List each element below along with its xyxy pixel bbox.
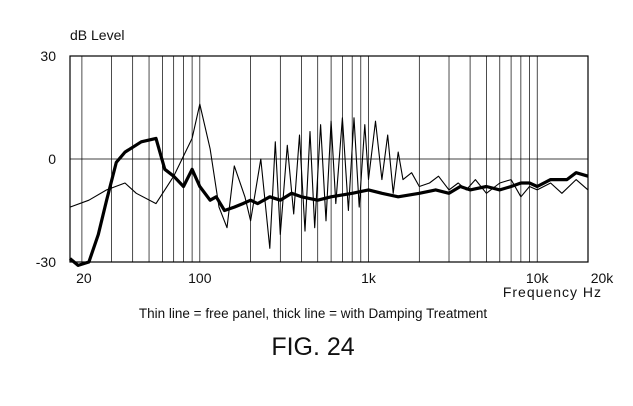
y-axis-label: dB Level (70, 27, 124, 43)
x-axis-label: Frequency Hz (503, 284, 602, 300)
x-tick-label: 1k (361, 270, 377, 286)
x-tick-label: 20k (591, 270, 615, 286)
x-tick-label: 10k (526, 270, 550, 286)
x-tick-label: 20 (76, 270, 92, 286)
y-tick-label: -30 (36, 254, 56, 270)
series-thin-line (69, 103, 589, 249)
tick-labels: 30 0 -30 20 100 1k 10k 20k (36, 48, 615, 286)
plot-frame (69, 55, 589, 263)
series-thick-line (68, 136, 589, 267)
y-tick-label: 30 (40, 48, 56, 64)
series-lines (68, 103, 589, 267)
y-tick-label: 0 (48, 151, 56, 167)
caption: Thin line = free panel, thick line = wit… (139, 306, 487, 321)
x-tick-label: 100 (188, 270, 212, 286)
grid-lines (70, 56, 588, 262)
figure-label: FIG. 24 (271, 333, 354, 361)
